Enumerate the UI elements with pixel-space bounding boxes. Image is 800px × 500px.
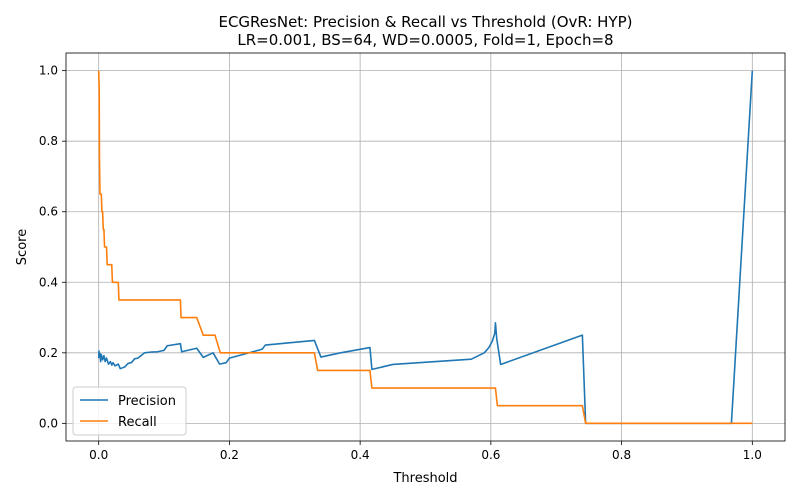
y-tick-label: 0.2 xyxy=(39,346,58,360)
x-axis-label: Threshold xyxy=(392,471,457,486)
x-tick-label: 0.4 xyxy=(351,448,370,462)
precision-line xyxy=(97,70,754,425)
x-tick-label: 0.2 xyxy=(220,448,239,462)
x-tick-label: 1.0 xyxy=(743,448,762,462)
chart-title: ECGResNet: Precision & Recall vs Thresho… xyxy=(218,13,632,31)
x-tick-label: 0.0 xyxy=(89,448,108,462)
plot-frame xyxy=(65,52,786,442)
recall-line xyxy=(97,70,753,425)
y-tick-label: 1.0 xyxy=(39,64,58,78)
y-tick-label: 0.0 xyxy=(39,416,58,430)
y-tick-label: 0.4 xyxy=(39,275,58,289)
series-layer xyxy=(97,70,754,425)
ticks: 0.0 0.2 0.4 0.6 0.8 1.0 0.0 0.2 0.4 0.6 0.8 1.0 xyxy=(39,64,762,462)
legend-precision-label: Precision xyxy=(118,394,176,409)
y-axis-label: Score xyxy=(15,229,30,265)
legend: Precision Recall xyxy=(72,386,187,436)
chart-subtitle: LR=0.001, BS=64, WD=0.0005, Fold=1, Epoc… xyxy=(237,31,613,49)
legend-box xyxy=(72,386,187,436)
legend-recall-label: Recall xyxy=(118,415,157,430)
y-tick-label: 0.6 xyxy=(39,205,58,219)
y-tick-label: 0.8 xyxy=(39,134,58,148)
x-tick-label: 0.8 xyxy=(612,448,631,462)
x-tick-label: 0.6 xyxy=(481,448,500,462)
